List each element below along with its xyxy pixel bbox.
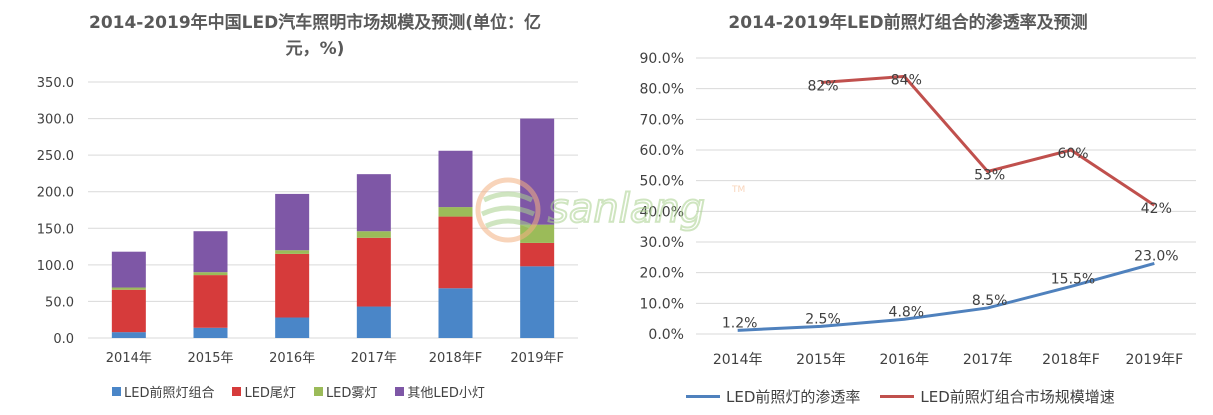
- x-tick-label: 2015年: [796, 352, 846, 368]
- y-tick-label: 300.0: [37, 113, 74, 128]
- data-label: 15.5%: [1051, 271, 1095, 287]
- legend-item: LED前照灯的渗透率: [686, 386, 860, 407]
- data-label: 8.5%: [972, 293, 1008, 309]
- bar-segment-2: [356, 237, 391, 307]
- bar-segment-1: [520, 266, 555, 338]
- bar-segment-1: [193, 327, 228, 338]
- x-tick-label: 2015年: [187, 351, 233, 366]
- bar-segment-2: [193, 275, 228, 328]
- data-label: 23.0%: [1134, 248, 1178, 264]
- bar-segment-2: [275, 253, 310, 318]
- data-label: 4.8%: [889, 304, 925, 320]
- legend-swatch: [395, 387, 405, 396]
- x-tick-label: 2014年: [106, 351, 152, 366]
- sanlang-watermark-logo: sanlang TM: [475, 177, 745, 243]
- right-chart-title: 2014-2019年LED前照灯组合的渗透率及预测: [728, 13, 1088, 33]
- data-label: 82%: [807, 79, 838, 95]
- y-tick-label: 40.0%: [640, 204, 684, 220]
- x-tick-label: 2017年: [963, 352, 1013, 368]
- bar-segment-2: [111, 289, 146, 333]
- bar-segment-3: [438, 207, 473, 217]
- legend-item: LED前照灯组合市场规模增速: [880, 386, 1115, 407]
- watermark-globe-icon: [475, 177, 541, 243]
- left-chart-panel: 2014-2019年中国LED汽车照明市场规模及预测(单位：亿元，%) 0.0 5…: [0, 0, 600, 415]
- bar-segment-3: [275, 250, 310, 254]
- bar-segment-4: [275, 193, 310, 251]
- legend-label: LED前照灯组合市场规模增速: [920, 388, 1115, 406]
- y-tick-label: 150.0: [37, 222, 74, 237]
- bar-segment-2: [438, 216, 473, 289]
- legend-swatch: [313, 387, 323, 396]
- legend-item: LED尾灯: [232, 382, 296, 401]
- data-label: 42%: [1141, 201, 1172, 217]
- legend-item: 其他LED小灯: [395, 382, 485, 401]
- legend-label: LED尾灯: [244, 386, 296, 401]
- left-legend: LED前照灯组合 LED尾灯 LED雾灯 其他LED小灯: [112, 382, 503, 401]
- right-legend: LED前照灯的渗透率 LED前照灯组合市场规模增速: [686, 386, 1135, 407]
- legend-swatch: [880, 395, 915, 398]
- x-tick-label: 2016年: [880, 352, 930, 368]
- watermark-tm: TM: [731, 185, 745, 195]
- legend-item: LED前照灯组合: [112, 382, 214, 401]
- legend-label: 其他LED小灯: [407, 386, 485, 401]
- bar-segment-4: [111, 251, 146, 288]
- x-tick-label: 2016年: [269, 351, 315, 366]
- series-line-2: [820, 74, 1156, 207]
- x-tick-label: 2018年F: [429, 351, 483, 366]
- y-tick-label: 60.0%: [640, 143, 684, 159]
- y-tick-label: 50.0%: [640, 174, 684, 190]
- bar-segment-4: [193, 231, 228, 273]
- right-chart-svg: 0.0% 10.0% 20.0% 30.0% 40.0% 50.0% 60.0% 70.0% 8…: [640, 51, 1196, 368]
- bar-segment-3: [356, 231, 391, 238]
- x-tick-label: 2019年F: [510, 351, 564, 366]
- y-tick-label: 80.0%: [640, 82, 684, 98]
- left-chart-title: 2014-2019年中国LED汽车照明市场规模及预测(单位：亿元，%): [88, 13, 541, 59]
- bar-segment-1: [438, 288, 473, 338]
- legend-item: LED雾灯: [313, 382, 378, 401]
- y-tick-label: 0.0%: [648, 327, 684, 343]
- legend-swatch: [112, 387, 121, 396]
- bar-segment-1: [275, 317, 310, 338]
- y-tick-label: 10.0%: [640, 296, 684, 312]
- y-tick-label: 50.0: [45, 295, 74, 310]
- legend-label: LED前照灯的渗透率: [726, 388, 861, 406]
- data-label: 84%: [891, 72, 922, 88]
- right-chart-panel: 2014-2019年LED前照灯组合的渗透率及预测 0.0% 10.0% 20.0%…: [608, 0, 1213, 415]
- x-tick-label: 2018年F: [1042, 352, 1100, 368]
- bar-segment-4: [356, 174, 391, 232]
- x-tick-label: 2014年: [713, 352, 763, 368]
- y-tick-label: 250.0: [37, 149, 74, 164]
- bar-segment-1: [111, 332, 146, 338]
- data-label: 53%: [974, 167, 1005, 183]
- y-tick-label: 90.0%: [640, 51, 684, 67]
- bar-segment-4: [438, 150, 473, 208]
- y-tick-label: 100.0: [37, 259, 74, 274]
- y-tick-label: 30.0%: [640, 235, 684, 251]
- bar-segment-3: [193, 272, 228, 276]
- legend-swatch: [232, 387, 242, 396]
- x-tick-label: 2017年: [351, 351, 397, 366]
- bar-segment-3: [111, 287, 146, 290]
- data-label: 60%: [1057, 146, 1088, 162]
- bar-segment-1: [356, 306, 391, 338]
- series-line-1: [737, 262, 1155, 332]
- bar-segment-2: [520, 242, 555, 267]
- data-label: 1.2%: [722, 315, 758, 331]
- x-tick-label: 2019年F: [1125, 352, 1183, 368]
- legend-label: LED雾灯: [325, 386, 378, 401]
- watermark-text: sanlang: [548, 186, 705, 232]
- data-label: 2.5%: [805, 311, 841, 327]
- y-tick-label: 200.0: [37, 186, 74, 201]
- legend-swatch: [686, 395, 720, 398]
- y-tick-label: 0.0: [53, 332, 74, 347]
- left-chart-svg: 0.0 50.0 100.0 150.0 200.0 250.0 300.0 350.0 201…: [37, 76, 578, 366]
- y-tick-label: 70.0%: [640, 112, 684, 128]
- legend-label: LED前照灯组合: [124, 386, 215, 401]
- y-tick-label: 350.0: [37, 76, 74, 91]
- y-tick-label: 20.0%: [640, 266, 684, 282]
